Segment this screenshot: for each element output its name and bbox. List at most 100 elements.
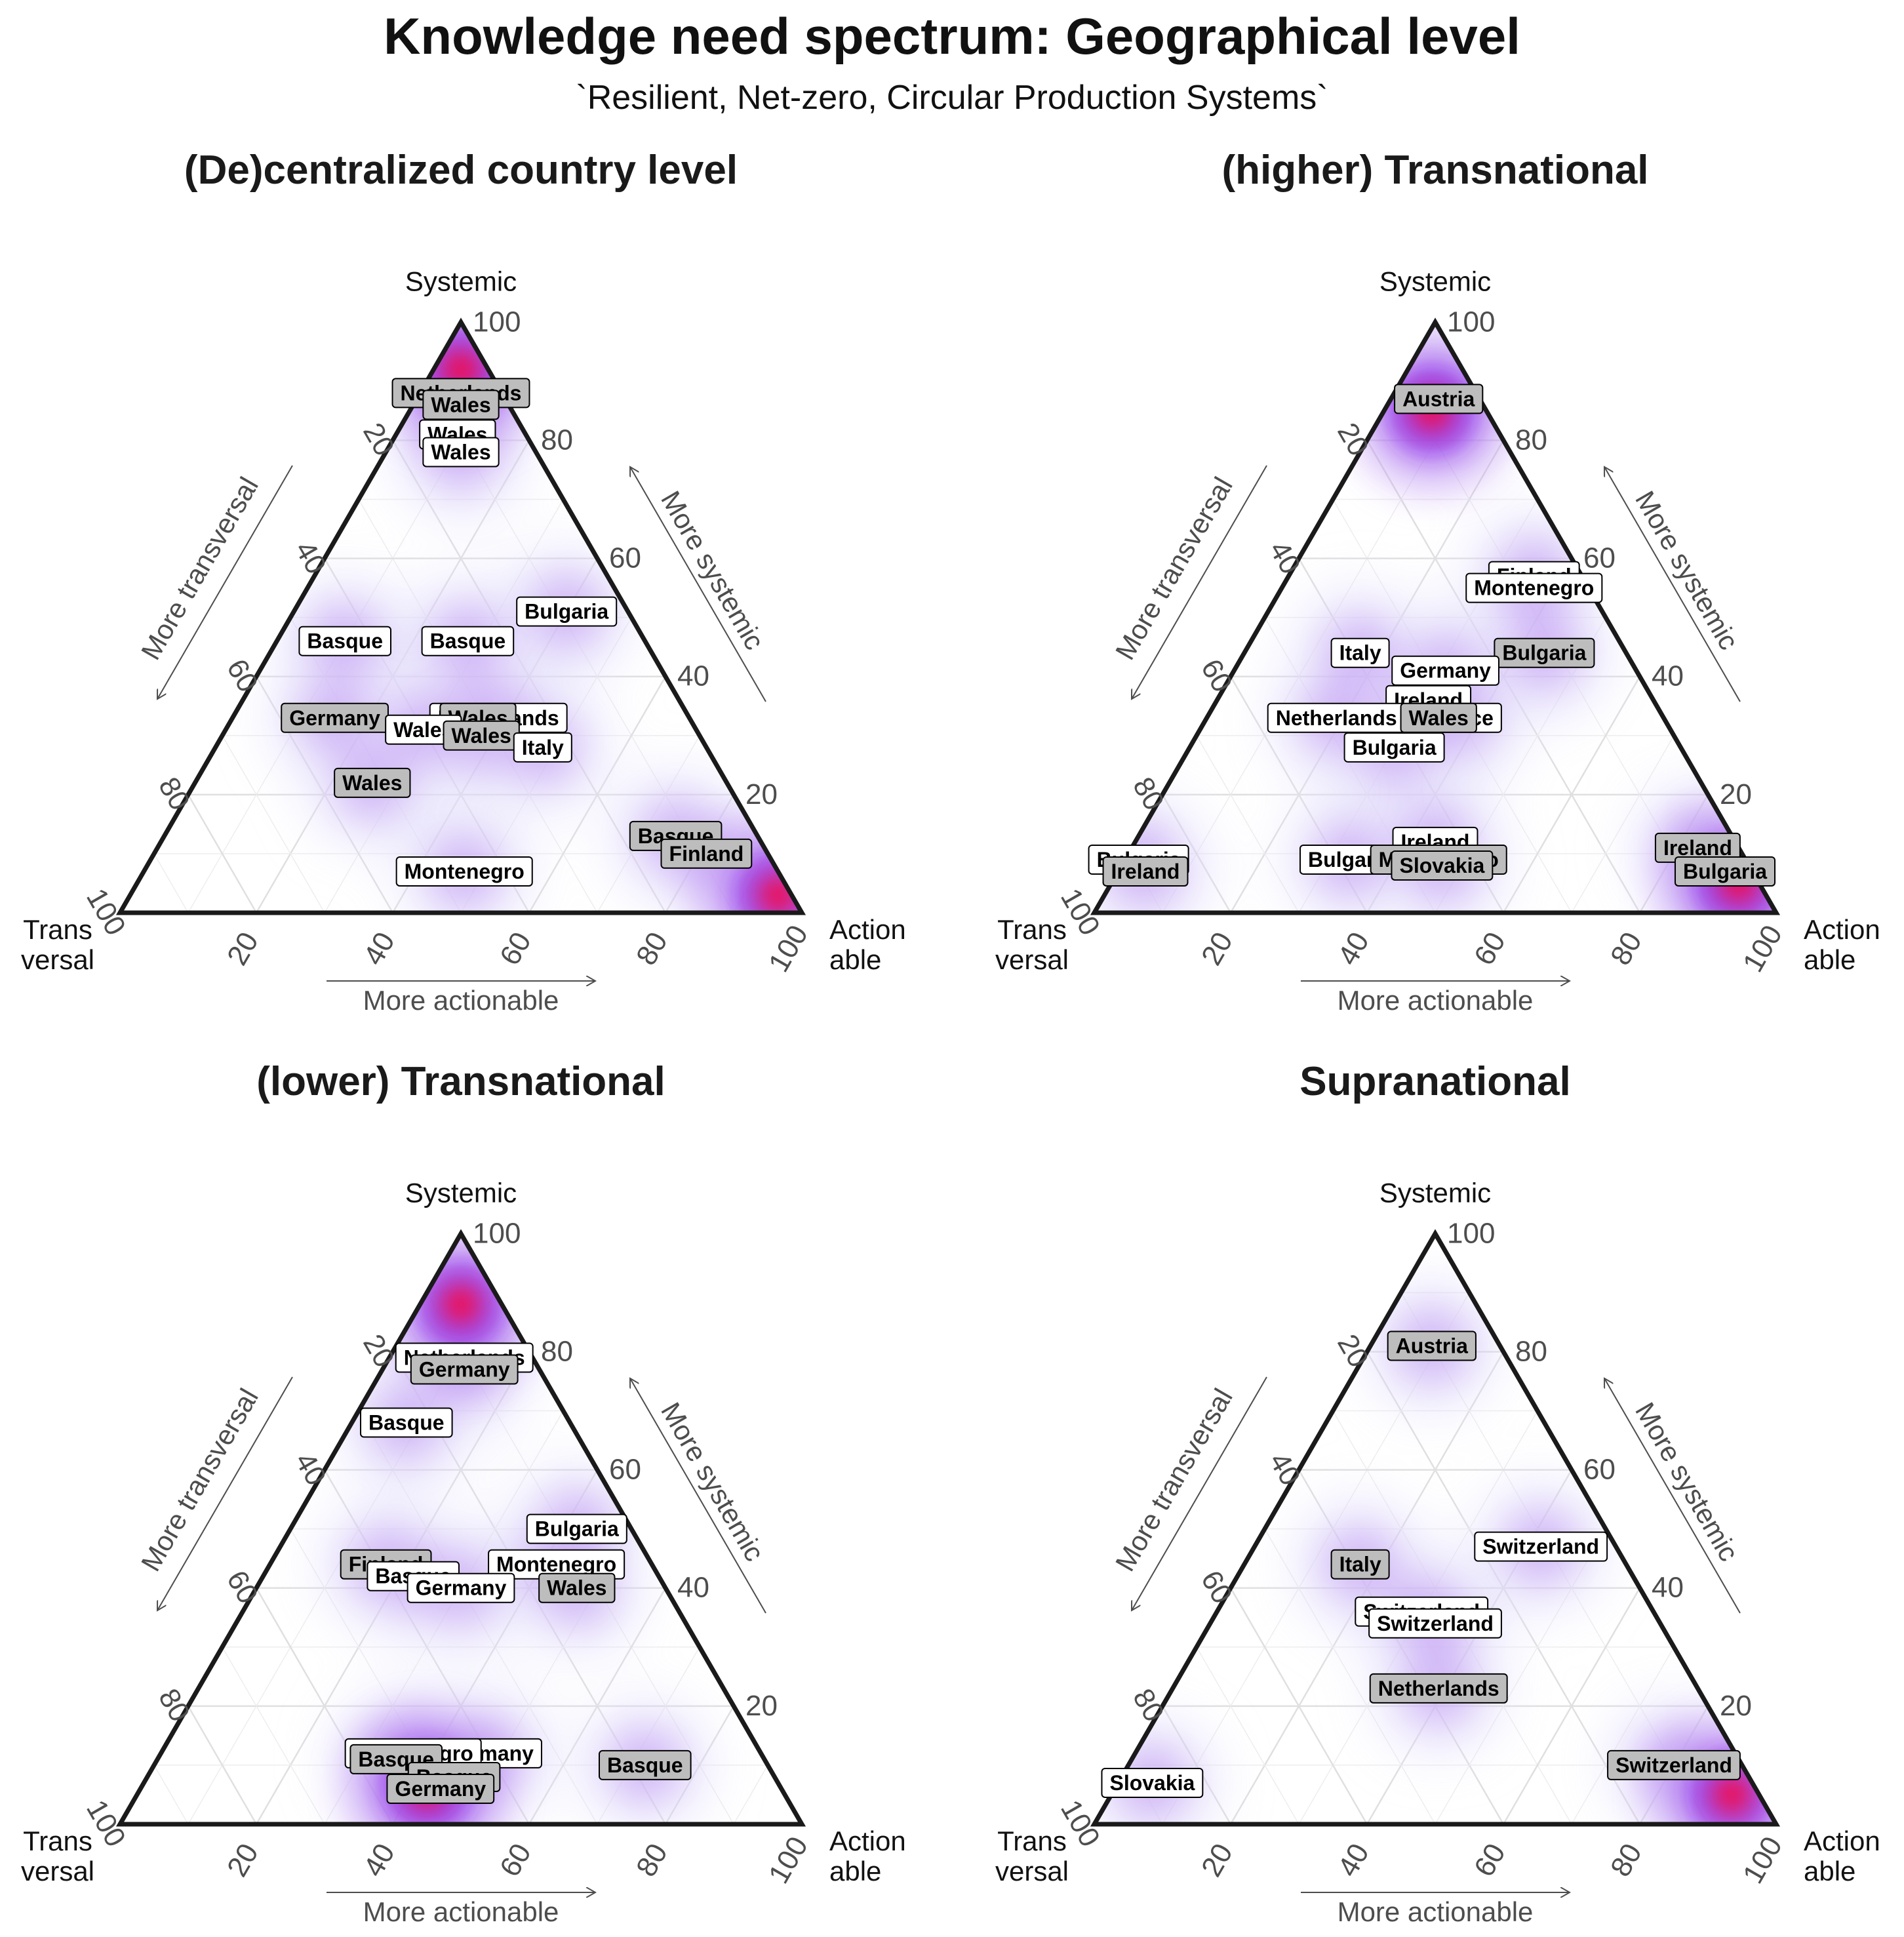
point-label-box xyxy=(1387,1330,1477,1361)
vertex-label-actionable: Action xyxy=(829,914,906,945)
point-label: Italy xyxy=(1330,637,1390,668)
point-label-box xyxy=(395,856,533,887)
point-label-box xyxy=(1391,850,1494,881)
ternary-panel: (higher) Transnational202020404040606060… xyxy=(995,148,1880,1016)
arrow-label-systemic: More systemic xyxy=(1629,486,1745,655)
point-label-text: Austria xyxy=(1396,1334,1468,1357)
point-label: Ireland xyxy=(1654,832,1741,863)
vertex-label-actionable: Action xyxy=(829,1826,906,1856)
vertex-label-systemic: Systemic xyxy=(1379,1177,1491,1208)
triangle-frame xyxy=(115,317,806,915)
grid-line xyxy=(1229,1588,1368,1825)
arrow-transversal xyxy=(157,1376,293,1610)
point-label: Austria xyxy=(1394,384,1484,414)
arrow-systemic xyxy=(630,467,766,702)
point-label-box xyxy=(1369,1673,1508,1704)
tick-label-actionable: 20 xyxy=(1195,927,1239,970)
point-label-text: Switzerland xyxy=(1616,1753,1732,1777)
tick-label-systemic: 20 xyxy=(745,778,778,810)
point-label: Italy xyxy=(513,732,572,763)
tick-label-actionable: 80 xyxy=(1604,1838,1648,1882)
point-label-text: Wales xyxy=(547,1576,606,1600)
point-label: Basque xyxy=(421,626,515,656)
tick-label-systemic: 100 xyxy=(473,306,521,338)
point-label: Switzerland xyxy=(1368,1608,1502,1639)
point-label-text: Slovakia xyxy=(1109,1771,1195,1795)
point-label-box xyxy=(1400,702,1477,733)
point-label: Netherlands xyxy=(1267,702,1406,733)
arrow-label-actionable: More actionable xyxy=(363,985,559,1016)
point-label: Montenegro xyxy=(1465,572,1603,603)
point-label-text: Basque xyxy=(430,629,506,653)
tick-label-systemic: 80 xyxy=(541,1335,573,1367)
point-label-box xyxy=(298,626,391,656)
point-label-box xyxy=(516,596,618,627)
point-label-text: Ireland xyxy=(1111,860,1180,883)
point-label: Basque xyxy=(360,1407,453,1438)
point-label: Germany xyxy=(1391,655,1499,686)
point-labels: AustriaFinlandMontenegroBulgariaItalyGer… xyxy=(1088,384,1776,887)
point-label: Wales xyxy=(422,389,500,420)
point-label: Wales xyxy=(422,437,500,468)
point-label: Germany xyxy=(407,1572,515,1603)
vertex-label-systemic: Systemic xyxy=(405,266,517,296)
vertex-label-transversal: versal xyxy=(995,1856,1069,1887)
point-label-box xyxy=(526,1513,627,1544)
point-label-text: Basque xyxy=(368,1411,445,1435)
point-label: Basque xyxy=(599,1749,692,1780)
triangle-frame xyxy=(1090,317,1781,915)
point-label-box xyxy=(1102,856,1189,887)
arrow-label-actionable: More actionable xyxy=(363,1896,559,1927)
tick-label-actionable: 80 xyxy=(630,1838,674,1882)
point-label-box xyxy=(1391,655,1499,686)
ternary-panel: (lower) Transnational2020204040406060608… xyxy=(21,1059,906,1927)
tick-label-systemic: 40 xyxy=(677,660,709,692)
point-label-text: Basque xyxy=(607,1753,683,1777)
triangle-frame xyxy=(1090,1229,1781,1827)
arrow-label-transversal: More transversal xyxy=(135,472,264,665)
grid-line xyxy=(1571,735,1675,913)
panel-title: Supranational xyxy=(1299,1059,1570,1104)
point-label: Wales xyxy=(334,767,411,798)
point-label-box xyxy=(538,1572,616,1603)
ternary-panel: Supranational202020404040606060808080100… xyxy=(995,1059,1880,1927)
tick-label-systemic: 60 xyxy=(1583,1454,1616,1486)
point-label: Slovakia xyxy=(1391,850,1494,881)
vertex-label-actionable: able xyxy=(829,944,881,975)
point-label-text: Germany xyxy=(416,1576,507,1600)
arrow-label-systemic: More systemic xyxy=(655,486,770,655)
point-label-text: Bulgaria xyxy=(525,600,608,624)
tick-label-actionable: 40 xyxy=(1332,927,1376,970)
figure-title: Knowledge need spectrum: Geographical le… xyxy=(384,7,1520,65)
vertex-label-transversal: versal xyxy=(21,944,94,975)
point-label: Bulgaria xyxy=(1494,637,1595,668)
grid-line xyxy=(1196,735,1299,913)
arrow-label-transversal: More transversal xyxy=(135,1384,264,1576)
grid-line xyxy=(153,853,189,913)
point-label-text: Montenegro xyxy=(496,1553,616,1576)
point-label-text: Slovakia xyxy=(1399,854,1484,877)
point-label-box xyxy=(1465,572,1603,603)
vertex-label-actionable: able xyxy=(829,1856,881,1887)
vertex-label-systemic: Systemic xyxy=(1379,266,1491,296)
arrow-systemic xyxy=(1604,1378,1741,1614)
point-labels: NetherlandsWalesWalesWalesBulgariaBasque… xyxy=(281,378,753,887)
panel-title: (De)centralized country level xyxy=(184,148,738,193)
point-label: Finland xyxy=(660,838,753,869)
grid-line xyxy=(1264,1528,1436,1825)
tick-label-actionable: 40 xyxy=(1332,1838,1376,1882)
arrow-label-actionable: More actionable xyxy=(1338,1896,1534,1927)
point-label-box xyxy=(1607,1749,1741,1780)
point-label-box xyxy=(422,437,500,468)
point-label-text: Netherlands xyxy=(1276,706,1397,730)
tick-label-actionable: 20 xyxy=(221,1838,265,1882)
point-label: Germany xyxy=(410,1354,519,1385)
tick-label-systemic: 80 xyxy=(1515,424,1547,456)
point-label: Slovakia xyxy=(1101,1767,1204,1798)
point-label-box xyxy=(1101,1767,1204,1798)
tick-label-systemic: 100 xyxy=(1447,1217,1495,1249)
point-label: Montenegro xyxy=(395,856,533,887)
ternary-panel: (De)centralized country level20202040404… xyxy=(21,148,906,1016)
vertex-label-transversal: Trans xyxy=(997,1826,1067,1856)
